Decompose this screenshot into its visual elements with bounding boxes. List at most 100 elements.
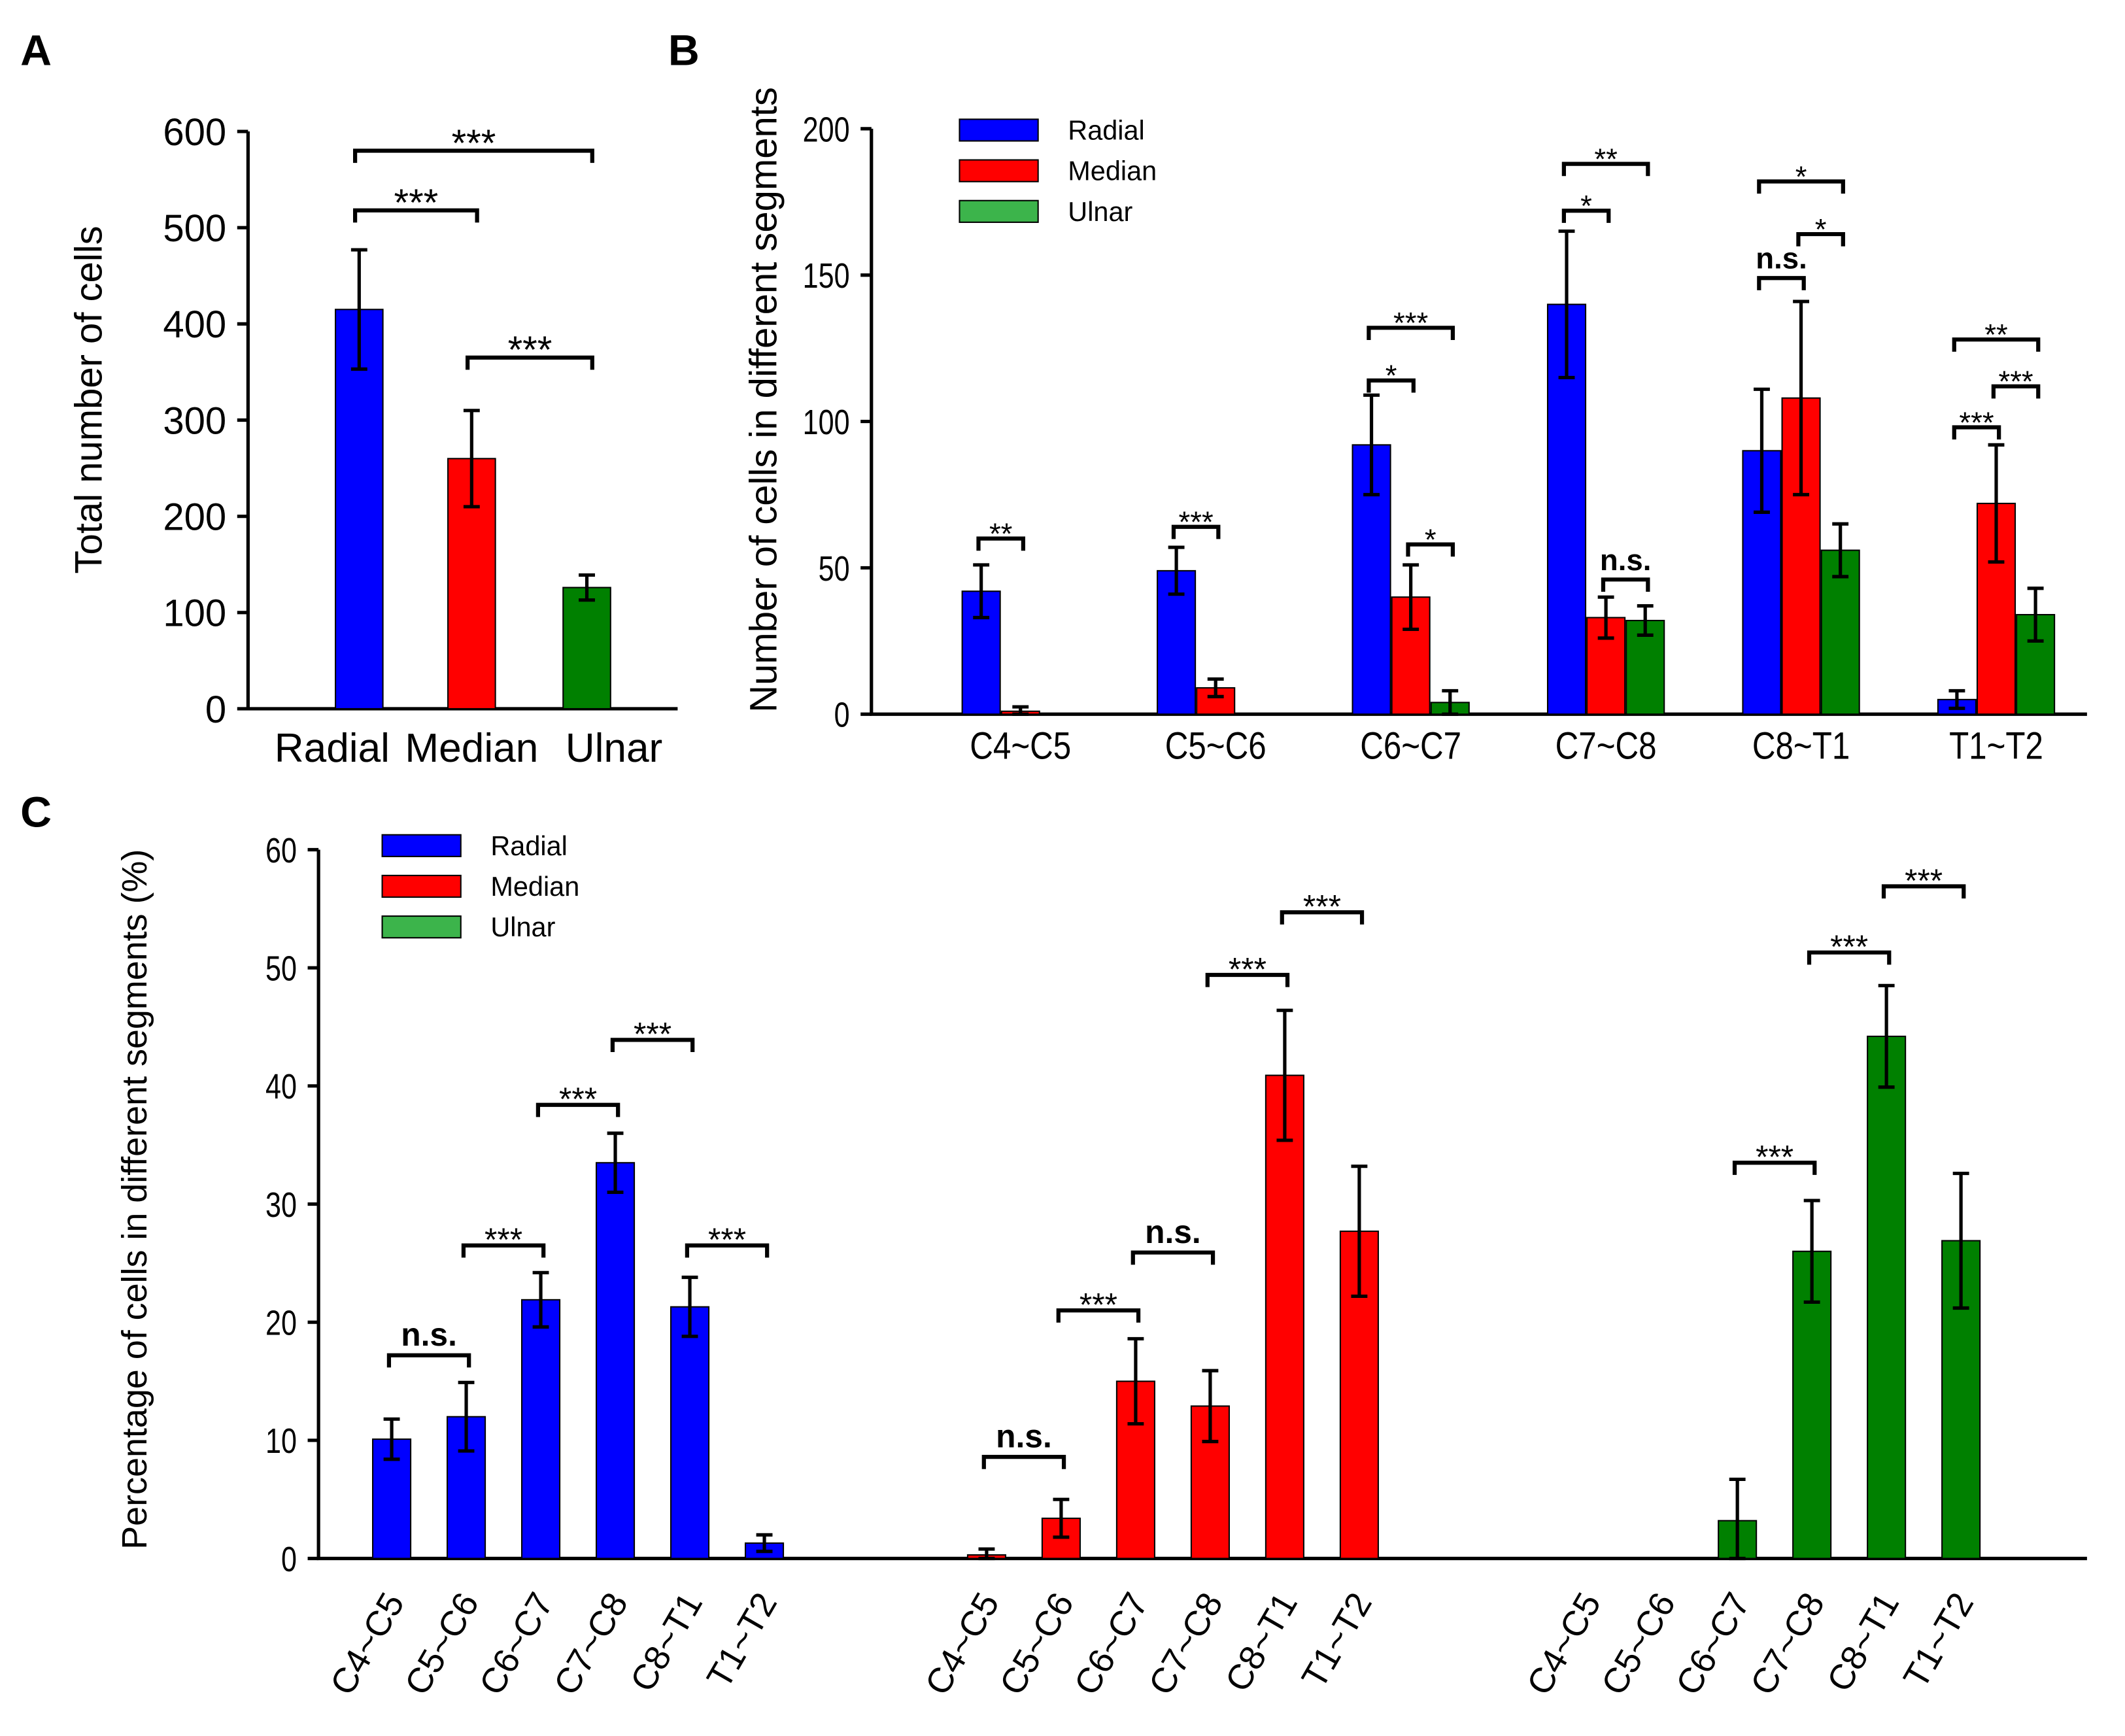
y-tick-label: 0 bbox=[281, 1540, 297, 1579]
significance-bracket bbox=[1056, 1308, 1141, 1323]
significance-bracket bbox=[1367, 378, 1416, 393]
significance-label: * bbox=[1580, 190, 1592, 223]
significance-label: *** bbox=[1830, 928, 1868, 965]
significance-label: ** bbox=[1984, 318, 2008, 352]
y-tick-label: 500 bbox=[163, 207, 226, 250]
bar-ulnar bbox=[1569, 1557, 1608, 1560]
significance-bracket bbox=[1280, 910, 1365, 925]
significance-bracket bbox=[1991, 384, 2041, 399]
significance-bracket bbox=[1952, 337, 2041, 352]
significance-bracket bbox=[352, 208, 479, 223]
x-tick-label: C6~C7 bbox=[1066, 1586, 1156, 1702]
legend-label-median: Median bbox=[1068, 156, 1157, 186]
x-tick-label: C4~C5 bbox=[970, 725, 1071, 768]
x-tick-label: C4~C5 bbox=[917, 1586, 1007, 1702]
significance-label: *** bbox=[452, 122, 496, 165]
y-tick-label: 300 bbox=[163, 400, 226, 442]
bar-radial bbox=[335, 309, 384, 710]
x-tick-label: C6~C7 bbox=[1669, 1586, 1758, 1702]
x-tick-label: T1~T2 bbox=[1294, 1586, 1380, 1695]
significance-bracket bbox=[1732, 1161, 1817, 1175]
significance-label: n.s. bbox=[996, 1418, 1052, 1455]
significance-label: *** bbox=[394, 182, 439, 224]
y-tick-label: 20 bbox=[265, 1304, 297, 1343]
legend-swatch-median bbox=[959, 159, 1039, 182]
significance-bracket bbox=[1881, 884, 1966, 899]
x-tick-label: C6~C7 bbox=[472, 1586, 562, 1702]
legend-label-ulnar: Ulnar bbox=[490, 911, 555, 942]
x-tick-label: C6~C7 bbox=[1360, 725, 1461, 768]
x-tick-label: C5~C6 bbox=[1594, 1586, 1684, 1702]
x-tick-label: C7~C8 bbox=[1743, 1586, 1833, 1702]
significance-label: *** bbox=[1905, 862, 1943, 899]
y-tick-label: 200 bbox=[803, 111, 850, 150]
y-tick-label: 600 bbox=[163, 111, 226, 154]
significance-bracket bbox=[1952, 425, 2001, 440]
y-axis-label: Total number of cells bbox=[68, 226, 110, 573]
legend-swatch-median bbox=[381, 874, 462, 898]
y-tick-label: 0 bbox=[834, 696, 850, 735]
significance-bracket bbox=[1205, 972, 1290, 987]
significance-bracket bbox=[1796, 231, 1845, 247]
y-tick-label: 150 bbox=[803, 257, 850, 296]
x-tick-label: C4~C5 bbox=[323, 1586, 413, 1702]
bar-radial bbox=[520, 1299, 561, 1559]
significance-label: *** bbox=[1229, 951, 1266, 987]
panel-label-c: C bbox=[20, 788, 52, 836]
y-tick-label: 40 bbox=[265, 1068, 297, 1107]
significance-bracket bbox=[1757, 276, 1806, 290]
significance-bracket bbox=[1807, 950, 1892, 965]
significance-bracket bbox=[1171, 524, 1221, 539]
significance-label: n.s. bbox=[1600, 543, 1652, 577]
significance-label: ** bbox=[989, 517, 1013, 551]
legend-label-ulnar: Ulnar bbox=[1068, 196, 1132, 227]
x-tick-label: T1~T2 bbox=[1896, 1586, 1982, 1695]
significance-label: * bbox=[1386, 359, 1397, 392]
y-tick-label: 50 bbox=[819, 549, 850, 588]
panel-b-chart: 0 50 100 150 200 Number of cells in different… bbox=[743, 87, 2087, 768]
significance-label: *** bbox=[1080, 1286, 1117, 1323]
x-tick-label: C8~T1 bbox=[1752, 725, 1850, 768]
x-tick-label: C4~C5 bbox=[1520, 1586, 1609, 1702]
significance-bracket bbox=[1561, 162, 1650, 177]
y-tick-label: 30 bbox=[265, 1185, 297, 1225]
legend-label-median: Median bbox=[490, 871, 579, 902]
y-tick-label: 400 bbox=[163, 303, 226, 346]
bar-ulnar bbox=[1643, 1557, 1683, 1560]
x-tick-label: C7~C8 bbox=[1141, 1586, 1231, 1702]
bar-ulnar bbox=[1867, 1035, 1907, 1559]
significance-label: *** bbox=[484, 1221, 522, 1258]
significance-label: *** bbox=[1998, 365, 2033, 398]
significance-label: n.s. bbox=[401, 1316, 457, 1353]
bar-ulnar bbox=[1235, 713, 1275, 716]
significance-label: n.s. bbox=[1145, 1214, 1201, 1250]
y-tick-label: 10 bbox=[265, 1422, 297, 1461]
legend-swatch-radial bbox=[959, 118, 1039, 142]
significance-label: *** bbox=[1179, 505, 1214, 539]
y-tick-label: 60 bbox=[265, 831, 297, 870]
significance-label: *** bbox=[1303, 889, 1341, 925]
significance-bracket bbox=[466, 355, 594, 370]
significance-label: * bbox=[1795, 160, 1807, 194]
y-tick-label: 50 bbox=[265, 949, 297, 989]
y-tick-label: 0 bbox=[205, 689, 226, 731]
significance-label: * bbox=[1425, 523, 1436, 556]
x-tick-label: T1~T2 bbox=[700, 1586, 785, 1695]
x-tick-label: Radial bbox=[275, 726, 390, 771]
significance-label: n.s. bbox=[1756, 242, 1807, 275]
significance-bracket bbox=[1130, 1250, 1216, 1265]
significance-label: *** bbox=[1756, 1139, 1794, 1176]
legend-swatch-ulnar bbox=[959, 199, 1039, 223]
x-tick-label: C8~T1 bbox=[623, 1586, 711, 1698]
panel-c-chart: 0 10 20 30 40 50 60 Percentage of cells in diff… bbox=[115, 830, 2087, 1702]
x-tick-label: T1~T2 bbox=[1949, 725, 2043, 768]
panel-label-b: B bbox=[668, 26, 700, 75]
x-tick-label: C5~C6 bbox=[398, 1586, 487, 1702]
x-tick-label: Ulnar bbox=[566, 726, 663, 771]
significance-bracket bbox=[610, 1038, 695, 1053]
significance-bracket bbox=[1406, 542, 1455, 557]
significance-bracket bbox=[1757, 179, 1845, 194]
bar-ulnar bbox=[562, 587, 611, 710]
y-axis-label: Percentage of cells in different segment… bbox=[115, 849, 154, 1550]
significance-label: ** bbox=[1594, 143, 1618, 176]
